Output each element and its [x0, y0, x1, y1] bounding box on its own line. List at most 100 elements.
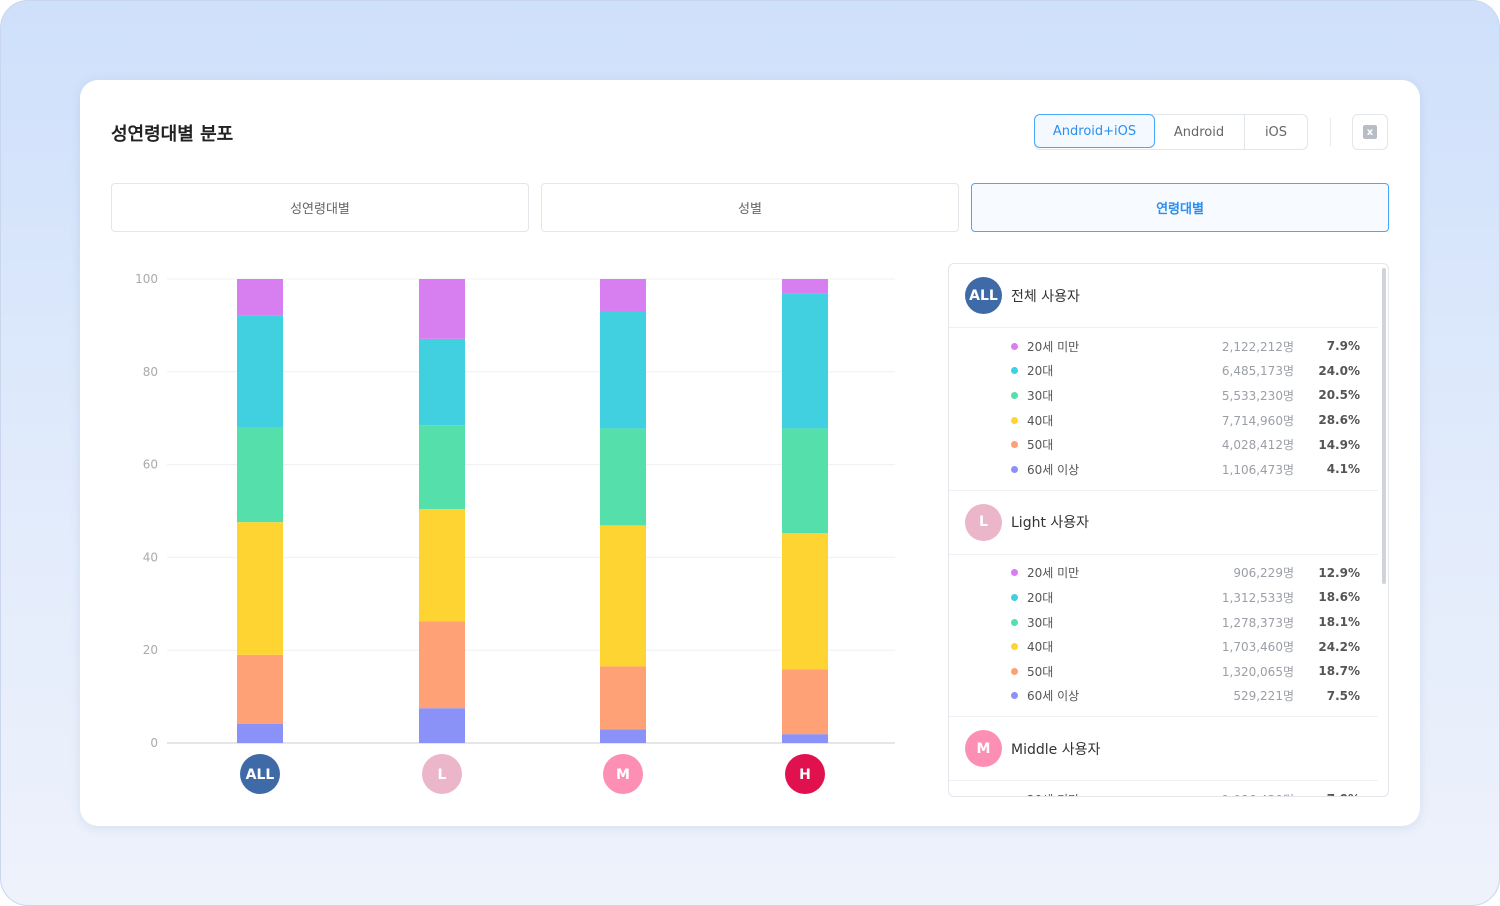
list-item: 20세 미만1,086,439명7.0%: [949, 787, 1378, 796]
user-count: 1,106,473명: [1221, 462, 1294, 477]
percentage: 12.9%: [1318, 565, 1360, 580]
list-item: 60세 이상 529,221명 7.5%: [949, 684, 1378, 709]
user-count: 4,028,412명: [1221, 438, 1294, 453]
bar-segment: [782, 279, 828, 294]
page-title: 성연령대별 분포: [111, 124, 234, 145]
group-rows: 20세 미만1,086,439명7.0%: [949, 781, 1378, 796]
legend-dot-icon: [1011, 692, 1018, 700]
platform-android-ios-button[interactable]: Android+iOS: [1034, 114, 1155, 148]
tab-age[interactable]: 연령대별: [971, 183, 1389, 232]
group-name: 전체 사용자: [1011, 288, 1080, 305]
group-badge: M: [965, 730, 1002, 768]
age-label: 20대: [1027, 590, 1054, 605]
bar-segment: [782, 734, 828, 743]
y-tick-label: 20: [143, 643, 158, 657]
legend-dot-icon: [1011, 569, 1018, 577]
percentage: 7.9%: [1326, 339, 1360, 354]
group-header: ALL 전체 사용자: [949, 264, 1378, 328]
list-item: 60세 이상 1,106,473명 4.1%: [949, 457, 1378, 482]
group-name: Light 사용자: [1011, 515, 1090, 532]
group-rows: 20세 미만 906,229명 12.9% 20대 1,312,533명 18.6% 30대…: [949, 555, 1378, 718]
x-tick-label: H: [799, 767, 811, 783]
percentage: 14.9%: [1318, 437, 1360, 452]
platform-ios-button[interactable]: iOS: [1264, 124, 1288, 140]
percentage: 7.0%: [1294, 792, 1360, 796]
user-count: 2,122,212명: [1221, 339, 1294, 354]
bar-segment: [419, 509, 465, 622]
percentage: 28.6%: [1318, 413, 1360, 428]
legend-dot-icon: [1011, 643, 1018, 651]
tab-gender[interactable]: 성별: [541, 183, 959, 232]
legend-dot-icon: [1011, 795, 1018, 796]
user-count: 5,533,230명: [1221, 388, 1294, 403]
bar-segment: [419, 279, 465, 339]
category-badge: [240, 754, 280, 794]
bar-segment: [782, 428, 828, 534]
group-header: L Light 사용자: [949, 491, 1378, 555]
platform-android-button[interactable]: Android: [1154, 115, 1245, 149]
legend-dot-icon: [1011, 391, 1018, 399]
group-rows: 20세 미만 2,122,212명 7.9% 20대 6,485,173명 24.0% 30…: [949, 328, 1378, 491]
percentage: 24.0%: [1318, 363, 1360, 378]
divider: [1330, 118, 1331, 146]
stacked-bar-chart: 0 20 40 60 80 100 ALL L M H: [135, 272, 895, 794]
group-badge: L: [965, 503, 1002, 541]
bar-segment: [419, 708, 465, 743]
list-item: 50대 4,028,412명 14.9%: [949, 432, 1378, 457]
bar-segment: [237, 522, 283, 655]
age-label: 20세 미만: [1027, 339, 1080, 354]
y-tick-label: 80: [143, 365, 158, 379]
x-tick-label: M: [616, 767, 630, 783]
list-item: 20세 미만 2,122,212명 7.9%: [949, 334, 1378, 359]
user-count: 1,086,439명: [1147, 791, 1294, 796]
bar-segment: [782, 533, 828, 670]
percentage: 24.2%: [1318, 639, 1360, 654]
user-count: 1,278,373명: [1221, 615, 1294, 630]
user-count: 906,229명: [1233, 566, 1294, 581]
age-label: 40대: [1027, 413, 1054, 428]
y-tick-label: 40: [143, 550, 158, 564]
bar-segment: [419, 425, 465, 510]
user-count: 1,320,065명: [1221, 664, 1294, 679]
legend-panel: ALL 전체 사용자 20세 미만 2,122,212명 7.9% 20대 6,485,17…: [948, 263, 1389, 797]
y-tick-label: 0: [150, 736, 158, 750]
user-count: 1,703,460명: [1221, 640, 1294, 655]
group-badge: ALL: [965, 277, 1002, 314]
tab-gender-age[interactable]: 성연령대별: [111, 183, 529, 232]
category-badge: [785, 754, 825, 794]
user-count: 6,485,173명: [1221, 364, 1294, 379]
legend-dot-icon: [1011, 593, 1018, 601]
list-item: 50대 1,320,065명 18.7%: [949, 659, 1378, 684]
list-item: 30대 5,533,230명 20.5%: [949, 383, 1378, 408]
excel-download-icon: x: [1363, 125, 1377, 139]
bar-segment: [600, 666, 646, 730]
list-item: 40대 7,714,960명 28.6%: [949, 408, 1378, 433]
bar-segment: [237, 279, 283, 316]
list-item: 20대 6,485,173명 24.0%: [949, 359, 1378, 384]
excel-download-button[interactable]: x: [1352, 114, 1388, 150]
category-badge: [422, 754, 462, 794]
age-label: 50대: [1027, 438, 1054, 453]
distribution-card: 성연령대별 분포 Android+iOS Android iOS x 성연령대별…: [80, 80, 1420, 826]
user-count: 529,221명: [1233, 689, 1294, 704]
y-tick-label: 60: [143, 458, 158, 472]
group-name: Middle 사용자: [1011, 741, 1101, 758]
user-count: 7,714,960명: [1221, 413, 1294, 428]
category-badge: [603, 754, 643, 794]
platform-selector: Android+iOS Android iOS: [1034, 114, 1308, 150]
user-count: 1,312,533명: [1221, 590, 1294, 605]
bar-segment: [782, 293, 828, 429]
bar-segment: [419, 338, 465, 426]
bar-segment: [600, 428, 646, 526]
percentage: 7.5%: [1326, 688, 1360, 703]
scrollbar[interactable]: [1382, 268, 1386, 584]
list-item: 20세 미만 906,229명 12.9%: [949, 561, 1378, 586]
group-header: M Middle 사용자: [949, 717, 1378, 782]
y-tick-label: 100: [135, 272, 158, 286]
percentage: 4.1%: [1326, 462, 1360, 477]
legend-dot-icon: [1011, 618, 1018, 626]
list-item: 40대 1,703,460명 24.2%: [949, 634, 1378, 659]
tab-bar: 성연령대별 성별 연령대별: [111, 183, 1389, 232]
list-item: 30대 1,278,373명 18.1%: [949, 610, 1378, 635]
legend-dot-icon: [1011, 342, 1018, 350]
